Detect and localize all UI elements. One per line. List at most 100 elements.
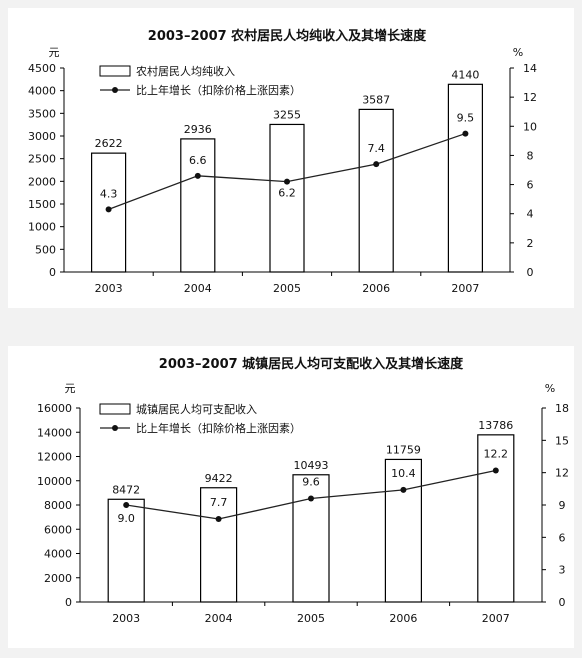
right-tick-label: 0	[559, 596, 566, 609]
left-tick-label: 0	[65, 596, 72, 609]
right-tick-label: 6	[559, 531, 566, 544]
growth-rate-point	[215, 516, 222, 523]
bar-value-label: 8472	[112, 483, 140, 496]
income-bar	[447, 83, 483, 273]
x-tick-label: 2007	[482, 612, 510, 625]
left-tick-label: 2000	[28, 175, 56, 188]
bar-value-label: 10493	[294, 459, 329, 472]
legend-bar-swatch	[99, 403, 131, 415]
growth-rate-label: 7.4	[367, 142, 385, 155]
growth-rate-point	[308, 495, 314, 502]
chart-title: 2003–2007 城镇居民人均可支配收入及其增长速度	[159, 356, 464, 372]
x-tick-label: 2006	[389, 612, 417, 625]
legend-bar-swatch	[99, 65, 131, 77]
bar-value-label: 2622	[95, 137, 123, 150]
legend-line-label: 比上年增长（扣除价格上涨因素）	[136, 421, 301, 435]
growth-rate-point	[462, 130, 469, 137]
left-tick-label: 1000	[28, 221, 56, 234]
right-tick-label: 4	[527, 208, 534, 221]
right-tick-label: 15	[555, 434, 569, 447]
left-tick-label: 4000	[28, 85, 56, 98]
urban-income-chart-panel: 2003–2007 城镇居民人均可支配收入及其增长速度元% 0 2000 4000 60…	[8, 346, 574, 648]
rural-income-chart-panel: 2003–2007 农村居民人均纯收入及其增长速度元% 0 500 1000 1500 2…	[8, 8, 574, 308]
left-tick-label: 500	[35, 243, 56, 256]
right-tick-label: 14	[523, 62, 537, 75]
x-tick-label: 2003	[95, 282, 123, 295]
x-tick-label: 2003	[112, 612, 140, 625]
growth-rate-label: 10.4	[391, 467, 416, 480]
right-tick-label: 6	[527, 179, 534, 192]
growth-rate-label: 9.0	[117, 512, 135, 525]
growth-rate-label: 6.2	[278, 187, 296, 200]
bar-value-label: 9422	[205, 472, 233, 485]
income-bar	[477, 434, 515, 603]
growth-rate-label: 9.5	[457, 112, 475, 125]
income-bar	[107, 498, 145, 603]
growth-rate-point	[492, 467, 499, 474]
growth-rate-point	[194, 172, 201, 179]
growth-rate-point	[123, 502, 130, 508]
x-tick-label: 2006	[362, 282, 390, 295]
left-tick-label: 3000	[28, 130, 56, 143]
income-bar	[292, 474, 330, 603]
bar-value-label: 4140	[451, 68, 479, 81]
left-tick-label: 10000	[37, 475, 72, 488]
left-tick-label: 16000	[37, 402, 72, 415]
income-bar	[269, 123, 305, 273]
growth-rate-label: 4.3	[100, 187, 118, 200]
growth-rate-point	[105, 206, 112, 213]
left-tick-label: 0	[49, 266, 56, 279]
left-tick-label: 12000	[37, 451, 72, 464]
legend-bar-label: 农村居民人均纯收入	[136, 64, 235, 78]
right-tick-label: 12	[523, 91, 537, 104]
right-axis-unit: %	[513, 46, 523, 59]
right-tick-label: 8	[527, 149, 534, 162]
left-tick-label: 4000	[44, 548, 72, 561]
legend-bar-label: 城镇居民人均可支配收入	[136, 402, 257, 416]
left-tick-label: 4500	[28, 62, 56, 75]
legend-line-marker	[112, 425, 118, 431]
left-tick-label: 2000	[44, 572, 72, 585]
x-tick-label: 2005	[297, 612, 325, 625]
growth-rate-label: 6.6	[189, 154, 207, 167]
growth-rate-point	[400, 486, 407, 493]
legend-line-marker	[112, 87, 118, 93]
left-tick-label: 1500	[28, 198, 56, 211]
right-tick-label: 12	[555, 467, 569, 480]
bar-value-label: 3255	[273, 108, 301, 121]
right-axis-unit: %	[545, 382, 555, 395]
x-tick-label: 2005	[273, 282, 301, 295]
growth-rate-point	[284, 178, 290, 185]
chart-title: 2003–2007 农村居民人均纯收入及其增长速度	[148, 28, 427, 44]
left-axis-unit: 元	[49, 46, 60, 59]
growth-rate-label: 12.2	[484, 448, 509, 461]
bar-value-label: 11759	[386, 443, 421, 456]
x-tick-label: 2004	[205, 612, 233, 625]
x-tick-label: 2007	[451, 282, 479, 295]
left-tick-label: 14000	[37, 426, 72, 439]
right-tick-label: 10	[523, 120, 537, 133]
legend-line-label: 比上年增长（扣除价格上涨因素）	[136, 83, 301, 97]
income-bar	[90, 152, 127, 273]
right-tick-label: 18	[555, 402, 569, 415]
left-tick-label: 2500	[28, 153, 56, 166]
left-axis-unit: 元	[65, 382, 76, 395]
income-bar	[384, 458, 422, 603]
right-tick-label: 0	[527, 266, 534, 279]
bar-value-label: 3587	[362, 93, 390, 106]
growth-rate-point	[373, 161, 380, 168]
growth-rate-label: 7.7	[210, 496, 228, 509]
right-tick-label: 3	[559, 564, 566, 577]
right-tick-label: 2	[527, 237, 534, 250]
x-tick-label: 2004	[184, 282, 212, 295]
growth-rate-label: 9.6	[302, 476, 320, 489]
left-tick-label: 3500	[28, 107, 56, 120]
left-tick-label: 6000	[44, 523, 72, 536]
bar-value-label: 2936	[184, 123, 212, 136]
right-tick-label: 9	[559, 499, 566, 512]
income-bar	[200, 487, 238, 603]
income-bar	[358, 108, 394, 273]
income-bar	[180, 138, 216, 273]
